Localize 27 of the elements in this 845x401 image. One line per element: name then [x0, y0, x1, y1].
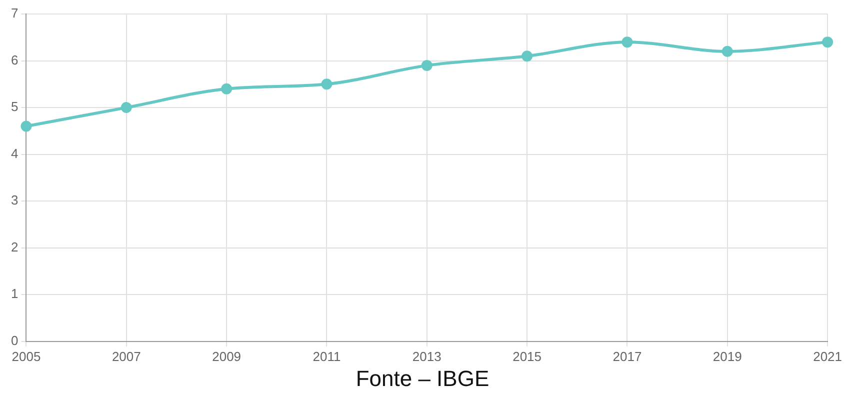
y-tick-label: 4 — [10, 146, 18, 161]
y-tick-label: 0 — [10, 332, 18, 348]
x-tick-label: 2017 — [612, 348, 642, 364]
point — [20, 120, 32, 132]
point — [822, 36, 834, 48]
x-tick-label: 2013 — [412, 348, 442, 364]
source-note: Fonte – IBGE — [354, 366, 490, 392]
x-tick-label: 2015 — [512, 348, 542, 364]
point — [622, 36, 633, 48]
y-tick-label: 3 — [10, 192, 18, 208]
point — [421, 60, 432, 71]
y-tick-label: 1 — [10, 286, 18, 302]
y-tick-label: 6 — [10, 52, 18, 68]
point — [120, 102, 132, 114]
x-tick-label: 2019 — [712, 348, 742, 364]
point — [221, 83, 232, 94]
y-tick-label: 2 — [10, 239, 18, 254]
x-tick-label: 2005 — [12, 348, 41, 364]
x-tick-label: 2009 — [212, 348, 242, 364]
y-tick-label: 5 — [10, 99, 18, 114]
x-tick-label: 2007 — [112, 348, 141, 364]
point — [722, 46, 733, 57]
point — [321, 78, 332, 90]
x-tick-label: 2011 — [312, 348, 341, 364]
x-tick-label: 2021 — [813, 348, 842, 364]
y-tick-label: 7 — [10, 6, 18, 21]
point — [522, 50, 533, 62]
